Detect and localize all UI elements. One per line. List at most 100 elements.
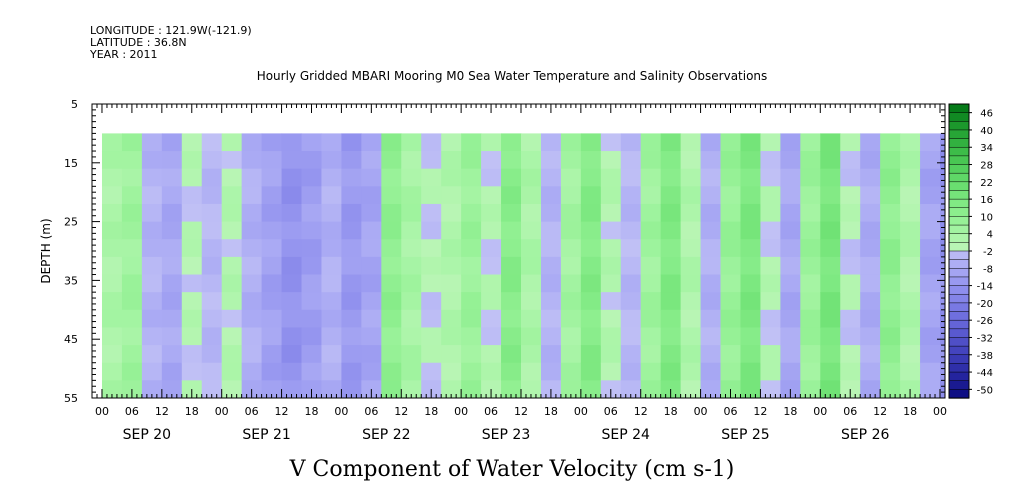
colorbar-swatch [948, 363, 970, 373]
heatmap-cell [940, 362, 945, 381]
heatmap-cell [740, 186, 762, 205]
heatmap-cell [760, 203, 781, 223]
heatmap-cell [121, 239, 143, 258]
heatmap-cell [920, 256, 941, 276]
heatmap-cell [880, 309, 901, 329]
heatmap-cell [141, 221, 163, 240]
heatmap-cell [600, 239, 622, 258]
heatmap-cell [880, 380, 901, 398]
heatmap-cell [880, 186, 901, 205]
heatmap-cell [540, 292, 562, 311]
heatmap-cell [221, 203, 243, 223]
heatmap-cell [461, 203, 482, 223]
heatmap-cell [520, 186, 542, 205]
heatmap-cell [501, 362, 522, 381]
colorbar-label: -14 [977, 282, 993, 293]
heatmap-cell [880, 256, 901, 276]
heatmap-cell [720, 362, 742, 381]
x-hour-label: 12 [873, 405, 887, 418]
heatmap-cell [101, 203, 123, 223]
heatmap-cell [820, 239, 841, 258]
x-hour-label: 18 [903, 405, 917, 418]
colorbar-label: -50 [977, 385, 993, 396]
heatmap-cell [441, 292, 462, 311]
heatmap-cell [461, 151, 482, 170]
heatmap-cell [241, 292, 263, 311]
heatmap-cell [321, 380, 343, 398]
heatmap-cell [481, 362, 502, 381]
heatmap-cell [281, 203, 303, 223]
x-hour-label: 00 [215, 405, 229, 418]
heatmap-cell [181, 274, 203, 293]
heatmap-cell [580, 256, 602, 276]
heatmap-cell [501, 345, 522, 364]
heatmap-cell [660, 256, 682, 276]
heatmap-cell [820, 380, 841, 398]
heatmap-cell [540, 274, 562, 293]
heatmap-cell [481, 239, 502, 258]
heatmap-cell [201, 133, 223, 152]
heatmap-cell [381, 186, 402, 205]
y-tick-label: 45 [64, 333, 78, 346]
heatmap-cell [540, 221, 562, 240]
heatmap-cell [321, 274, 343, 293]
heatmap-cell [740, 221, 762, 240]
heatmap-cell [660, 203, 682, 223]
heatmap-cell [161, 133, 183, 152]
heatmap-cell [780, 309, 801, 329]
x-hour-label: 18 [783, 405, 797, 418]
heatmap-cell [141, 380, 163, 398]
heatmap-cell [501, 274, 522, 293]
heatmap-cell [840, 239, 861, 258]
colorbar-label: 28 [980, 161, 993, 172]
colorbar-swatch [948, 268, 970, 278]
heatmap-cell [740, 168, 762, 187]
heatmap-cell [381, 151, 402, 170]
colorbar-label: 34 [980, 143, 993, 154]
heatmap-cell [820, 327, 841, 346]
y-tick-label: 25 [64, 216, 78, 229]
heatmap-cell [341, 327, 362, 346]
heatmap-cell [101, 168, 123, 187]
latitude-label: LATITUDE : 36.8N [90, 36, 187, 49]
heatmap-cell [441, 186, 462, 205]
heatmap-cell [141, 168, 163, 187]
heatmap-cell [800, 309, 821, 329]
heatmap-cell [381, 327, 402, 346]
x-axis: 00 06 12 18 00 06 12 18 00 06 12 18 00 06 12 18 00 06 12 18… [91, 104, 947, 443]
heatmap-cell [301, 327, 323, 346]
heatmap-cell [481, 274, 502, 293]
heatmap-cell [940, 345, 945, 364]
heatmap-cell [540, 133, 562, 152]
heatmap-cell [501, 256, 522, 276]
heatmap-cell [720, 256, 742, 276]
heatmap-cell [381, 133, 402, 152]
x-hour-label: 00 [933, 405, 947, 418]
heatmap-cell [401, 168, 422, 187]
heatmap-cell [820, 274, 841, 293]
heatmap-cell [520, 151, 542, 170]
heatmap-cell [141, 362, 163, 381]
colorbar-label: 10 [980, 212, 993, 223]
heatmap-cell [101, 256, 123, 276]
heatmap-cell [341, 133, 362, 152]
heatmap-cell [181, 221, 203, 240]
heatmap-cell [281, 221, 303, 240]
heatmap-cell [141, 256, 163, 276]
heatmap-cell [800, 203, 821, 223]
heatmap-cell [101, 239, 123, 258]
heatmap-cell [321, 203, 343, 223]
year-label: YEAR : 2011 [90, 48, 158, 61]
heatmap-cell [461, 186, 482, 205]
heatmap-cell [121, 203, 143, 223]
heatmap-cell [640, 186, 662, 205]
heatmap-cell [900, 221, 921, 240]
colorbar-label: -20 [977, 299, 993, 310]
heatmap-cell [700, 256, 722, 276]
heatmap-cell [401, 292, 422, 311]
heatmap-cell [680, 292, 702, 311]
x-hour-label: 12 [394, 405, 408, 418]
colorbar-swatch [948, 146, 970, 157]
heatmap-cell [620, 168, 642, 187]
heatmap-cell [281, 380, 303, 398]
